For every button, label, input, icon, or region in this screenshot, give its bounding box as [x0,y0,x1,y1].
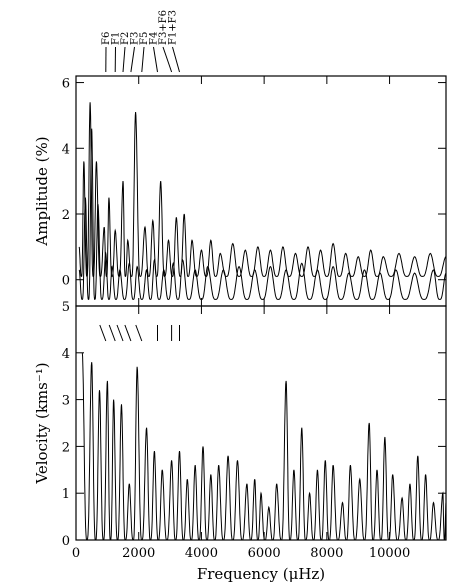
marker-label-f3-f6: F3+F6 [158,10,169,45]
bottom-series [81,352,447,541]
marker-line-f2 [122,46,126,73]
marker-line-f4 [153,46,158,73]
top-ylabel: Amplitude (%) [33,136,51,246]
bottom-ytick-label-1: 1 [62,487,70,502]
marker-line-f3-f6 [162,46,173,73]
bottom-xtick-label-6000: 6000 [248,546,281,561]
bottom-xtick-label-2000: 2000 [122,546,155,561]
top-series [78,102,447,300]
bottom-marker-ticks [99,324,180,342]
bottom-ytick-label-2: 2 [62,440,70,455]
top-series-2-line [78,128,447,300]
bottom-xtick-label-0: 0 [72,546,80,561]
bottom-xtick-label-8000: 8000 [310,546,343,561]
marker-line-f5 [141,46,145,73]
bottom-xlabel: Frequency (μHz) [197,565,325,583]
bottom-marker-3 [116,324,124,342]
bottom-marker-5 [135,324,143,342]
marker-line-f3 [130,46,135,73]
bottom-xtick-label-10000: 10000 [369,546,410,561]
top-series-1-line [78,102,447,277]
marker-label-f3: F3 [130,32,141,45]
top-ticks: 0 2 4 6 [62,76,446,306]
top-ytick-label-0: 0 [62,274,70,289]
panel-bottom: 0 1 2 3 4 5 0 2000 4000 6000 8000 10000 Velocity (k… [33,300,447,583]
bottom-marker-4 [124,324,132,342]
marker-label-f2: F2 [120,32,131,45]
bottom-marker-1 [99,324,107,342]
marker-line-f1-f3 [172,46,180,73]
marker-label-f1-f3: F1+F3 [168,10,179,45]
bottom-marker-2 [108,324,116,342]
marker-label-f5: F5 [139,32,150,45]
bottom-ytick-label-0: 0 [62,534,70,549]
top-axes-frame [75,75,447,307]
bottom-ytick-label-4: 4 [62,347,70,362]
marker-label-f6: F6 [101,32,112,45]
bottom-ytick-label-5: 5 [62,300,70,315]
bottom-ticks: 0 1 2 3 4 5 0 2000 4000 6000 8000 10000 [62,300,446,561]
top-ytick-label-4: 4 [62,142,70,157]
bottom-ylabel: Velocity (kms⁻¹) [33,362,51,484]
bottom-xtick-label-4000: 4000 [185,546,218,561]
top-ytick-label-2: 2 [62,208,70,223]
marker-label-f1: F1 [111,32,122,45]
top-ytick-label-6: 6 [62,77,70,92]
bottom-series-1-line [81,352,447,541]
marker-label-f4: F4 [149,32,160,45]
bottom-ytick-label-3: 3 [62,394,70,409]
bottom-axes-frame [75,305,447,541]
